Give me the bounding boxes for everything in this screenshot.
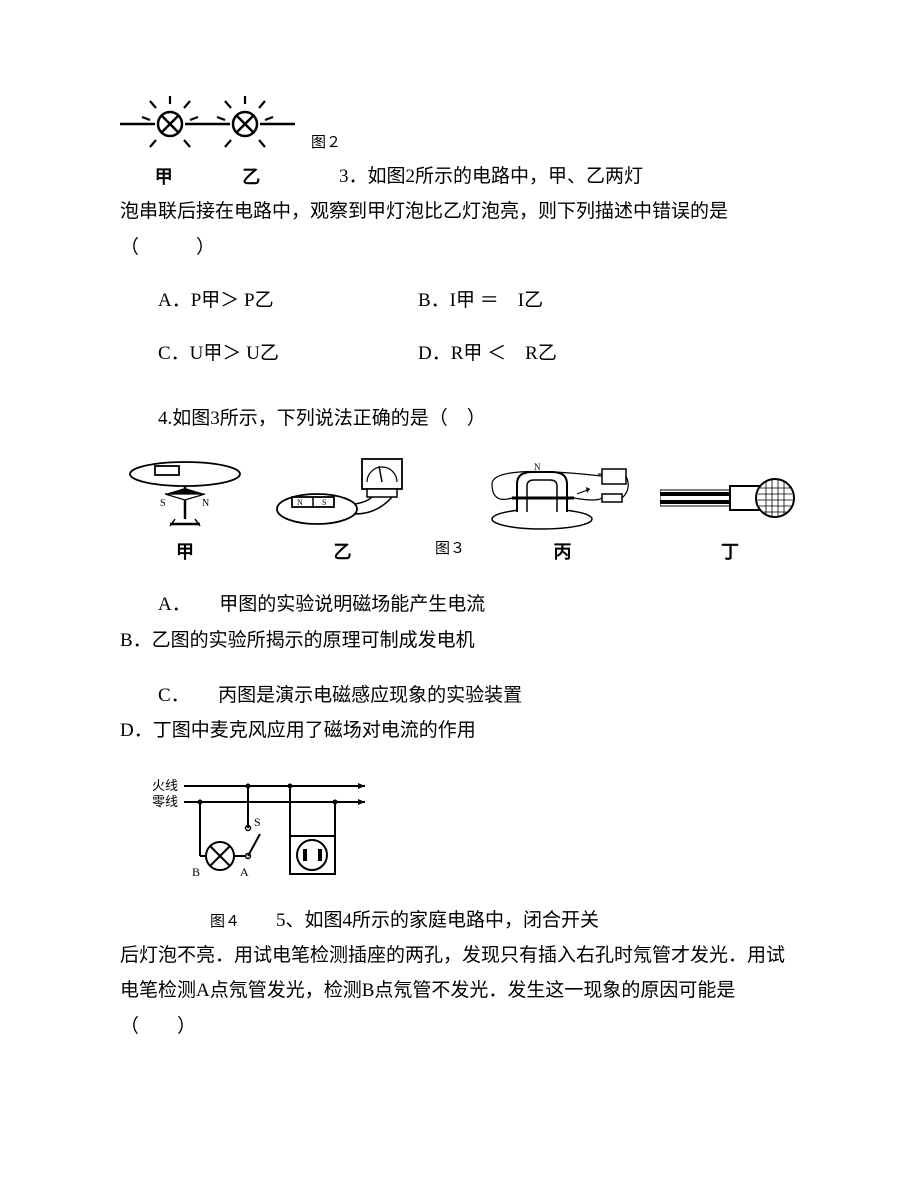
q3-number: 3． [339, 166, 368, 187]
figure-4-block: 火线 零线 B A S 图 [120, 776, 800, 1044]
svg-text:S: S [322, 498, 326, 507]
figure-3d: 丁 [660, 464, 800, 569]
figure-3-caption: 图３ [435, 536, 465, 570]
figure-2-caption: 图２ [311, 135, 341, 151]
q4-option-d: D．丁图中麦克风应用了磁场对电流的作用 [120, 713, 800, 748]
q3-header-row: 甲 乙 图２ 3．如图2所示的电路中，甲、乙两灯 [120, 94, 800, 194]
q5-stem-line1: 如图4所示的家庭电路中，闭合开关 [305, 903, 600, 938]
svg-text:S: S [254, 815, 261, 829]
svg-text:B: B [192, 865, 200, 879]
bulb2-label: 乙 [242, 161, 260, 194]
q3-options-row2: C．U甲＞ U乙 D．R甲 ＜ R乙 [120, 336, 800, 371]
q4-stem: 4.如图3所示，下列说法正确的是（ ） [120, 401, 800, 436]
q3-stem-rest: 泡串联后接在电路中，观察到甲灯泡比乙灯泡亮，则下列描述中错误的是（ ） [120, 194, 800, 264]
q3-stem-line1: 如图2所示的电路中，甲、乙两灯 [368, 166, 644, 187]
bulb1-label: 甲 [155, 161, 173, 194]
figure-3d-svg [660, 464, 800, 534]
figure-2: 甲 乙 [120, 94, 295, 194]
figure-3b-label: 乙 [333, 536, 351, 569]
svg-text:N: N [534, 462, 541, 472]
svg-text:N: N [202, 498, 209, 509]
q3-option-c: C．U甲＞ U乙 [158, 336, 418, 371]
figure-3a-svg: S N [120, 454, 250, 534]
figure-3a: S N 甲 [120, 454, 250, 569]
q4-option-b: B．乙图的实验所揭示的原理可制成发电机 [120, 623, 800, 658]
svg-text:N: N [297, 498, 303, 507]
figure-3c-svg: N [482, 454, 642, 534]
svg-text:S: S [160, 498, 166, 509]
figure-3-row: S N 甲 N S 乙 图３ [120, 454, 800, 569]
figure-3c: N 丙 [482, 454, 642, 569]
q5-stem-rest: 后灯泡不亮．用试电笔检测插座的两孔，发现只有插入右孔时氖管才发光．用试电笔检测A… [120, 938, 800, 1043]
q3-option-a: A．P甲＞ P乙 [158, 283, 418, 318]
figure-3b-svg: N S [267, 454, 417, 534]
figure-3b: N S 乙 [267, 454, 417, 569]
q3-options-row1: A．P甲＞ P乙 B．I甲 ＝ I乙 [120, 283, 800, 318]
q4-option-a: A． 甲图的实验说明磁场能产生电流 [120, 587, 800, 622]
q3-option-b: B．I甲 ＝ I乙 [418, 283, 543, 318]
figure-3c-label: 丙 [553, 536, 571, 569]
q4-option-c: C． 丙图是演示电磁感应现象的实验装置 [120, 678, 800, 713]
figure-2-bulb-labels: 甲 乙 [120, 161, 295, 194]
q5-number: 5、 [276, 903, 305, 938]
figure-4-caption: 图４ [210, 909, 240, 937]
fig4-neutral-label: 零线 [152, 794, 178, 809]
figure-3a-label: 甲 [176, 536, 194, 569]
fig4-live-label: 火线 [152, 778, 178, 793]
q3-option-d: D．R甲 ＜ R乙 [418, 336, 557, 371]
figure-3d-label: 丁 [721, 536, 739, 569]
svg-text:A: A [240, 865, 249, 879]
figure-4-svg: 火线 零线 B A S [150, 776, 370, 891]
figure-2-svg [120, 94, 295, 149]
